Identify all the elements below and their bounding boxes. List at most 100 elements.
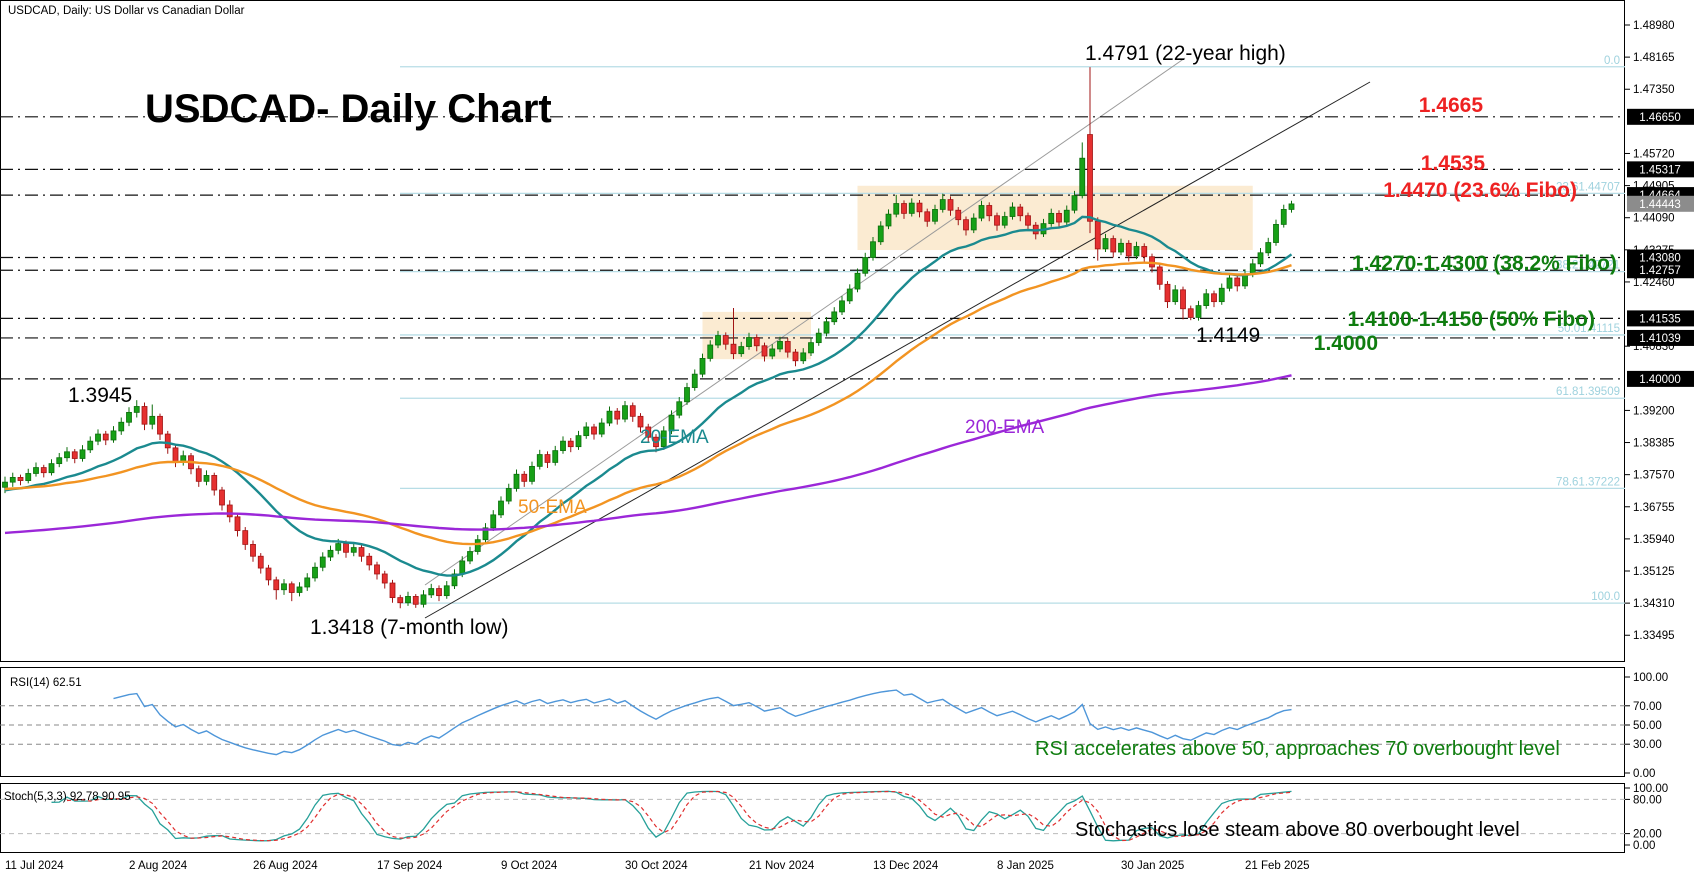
price-level-badge-label: 1.41535 <box>1639 313 1681 325</box>
fibo-label: 78.61.37222 <box>1556 476 1620 488</box>
candle <box>1025 215 1031 226</box>
candle <box>312 566 318 579</box>
candle <box>1180 289 1186 310</box>
fibo-label: 100.0 <box>1591 591 1620 603</box>
candle <box>815 332 822 344</box>
candle <box>792 351 799 362</box>
price-tick-label: 1.35940 <box>1633 534 1675 546</box>
candle <box>932 209 938 222</box>
candle <box>746 337 752 347</box>
candle <box>552 450 559 463</box>
stoch-label: Stoch(5,3,3) 92.78 90.95 <box>4 791 131 803</box>
price-level-badge <box>1627 249 1694 266</box>
chart-title: USDCAD- Daily Chart <box>145 87 552 131</box>
date-tick-label: 21 Nov 2024 <box>749 860 815 872</box>
trendline[interactable] <box>424 57 1186 586</box>
price-tick-label: 1.42460 <box>1633 277 1675 289</box>
candle <box>800 352 807 362</box>
candle <box>544 454 551 463</box>
price-level-badge <box>1627 195 1694 212</box>
candle <box>358 547 365 557</box>
candle <box>715 335 721 346</box>
candle <box>451 573 458 587</box>
candle <box>374 564 380 575</box>
candle <box>846 288 853 302</box>
candle <box>777 341 783 350</box>
candle <box>1164 283 1171 303</box>
candle <box>87 440 94 451</box>
candle <box>1048 212 1055 225</box>
candle <box>583 426 590 437</box>
candle <box>660 430 667 448</box>
stoch-note: Stochastics lose steam above 80 overboug… <box>1075 819 1520 841</box>
candle <box>304 577 311 588</box>
candle <box>722 335 729 345</box>
candle <box>110 430 117 441</box>
date-axis[interactable] <box>0 853 1696 877</box>
price-tick-label: 1.45720 <box>1633 148 1675 160</box>
candle <box>955 209 962 221</box>
candle <box>986 205 993 217</box>
candle <box>195 468 202 482</box>
price-tick-label: 1.44090 <box>1633 213 1675 225</box>
price-axis[interactable] <box>1625 0 1696 852</box>
price-level-badge <box>1627 108 1694 125</box>
candle <box>420 594 427 605</box>
candle <box>1087 134 1093 222</box>
rsi-pane[interactable] <box>0 667 1625 777</box>
candle <box>885 213 892 227</box>
candle <box>1257 252 1264 265</box>
candle <box>211 475 218 491</box>
candle <box>133 406 140 413</box>
candle <box>691 373 698 388</box>
date-tick-label: 26 Aug 2024 <box>253 860 318 872</box>
rsi-note: RSI accelerates above 50, approaches 70 … <box>1035 738 1560 760</box>
chart-layers: 0.0 23.61.44707 38.21.42721 50.01.41115 61.8… <box>0 55 1625 842</box>
feb-low-annotation: 1.4149 <box>1196 324 1260 347</box>
candle <box>707 344 714 359</box>
price-tick-label: 1.39200 <box>1633 405 1675 417</box>
candle <box>1280 209 1287 225</box>
candle <box>405 596 411 604</box>
candle <box>1110 238 1117 253</box>
candle <box>1125 242 1132 257</box>
symbol-header: USDCAD, Daily: US Dollar vs Canadian Dol… <box>8 5 245 17</box>
candle <box>226 504 233 518</box>
candle <box>79 449 86 459</box>
ema200-label: 200-EMA <box>965 417 1045 438</box>
support-label-2: 1.4100-1.4150 (50% Fibo) <box>1348 308 1595 331</box>
rsi-tick-label: 70.00 <box>1633 701 1662 713</box>
candle <box>622 405 628 420</box>
candle <box>606 410 613 424</box>
candle <box>908 202 915 214</box>
date-tick-label: 13 Dec 2024 <box>873 860 939 872</box>
resistance-label-3: 1.4470 (23.6% Fibo) <box>1383 179 1577 202</box>
main-chart-pane[interactable] <box>0 0 1625 662</box>
candle <box>653 436 659 448</box>
stoch-pane[interactable] <box>0 783 1625 853</box>
stoch-d-line <box>66 790 1292 842</box>
candle <box>288 583 295 593</box>
candle <box>1172 289 1179 303</box>
candle <box>381 573 388 584</box>
price-tick-label: 1.37570 <box>1633 470 1675 482</box>
stoch-k-line <box>51 790 1292 842</box>
trendline[interactable] <box>424 81 1371 619</box>
price-tick-label: 1.38385 <box>1633 438 1675 450</box>
candle <box>1211 293 1217 303</box>
candle <box>1203 293 1210 306</box>
candle <box>397 597 404 604</box>
candle <box>831 311 838 323</box>
candle <box>234 516 241 532</box>
date-tick-label: 30 Jan 2025 <box>1121 860 1184 872</box>
date-tick-label: 2 Aug 2024 <box>129 860 188 872</box>
price-level-badge-label: 1.40000 <box>1639 374 1681 386</box>
candle <box>738 346 745 355</box>
price-tick-label: 1.36755 <box>1633 502 1675 514</box>
date-tick-label: 11 Jul 2024 <box>5 860 64 872</box>
candle <box>924 211 931 222</box>
candle <box>498 500 504 516</box>
price-tick-label: 1.48165 <box>1633 52 1675 64</box>
date-tick-label: 30 Oct 2024 <box>625 860 688 872</box>
candle <box>1156 266 1163 285</box>
